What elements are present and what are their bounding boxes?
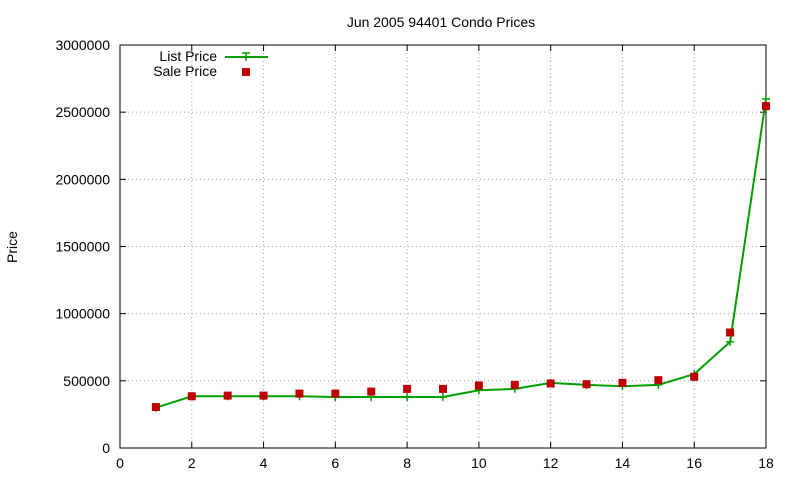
legend-marker-list-price <box>242 52 250 61</box>
y-tick-label: 500000 <box>63 373 110 389</box>
legend-marker-sale-price <box>242 68 250 76</box>
sale-price-point <box>618 378 627 387</box>
series-layer <box>151 94 770 412</box>
list-price-point <box>762 94 770 103</box>
x-tick-label: 4 <box>260 455 268 471</box>
sale-price-point <box>439 384 447 393</box>
sale-price-point <box>403 384 412 393</box>
sale-price-point <box>510 380 519 389</box>
x-tick-label: 0 <box>116 455 124 471</box>
sale-price-point <box>259 391 268 400</box>
sale-price-point <box>654 376 663 385</box>
y-tick-label: 2500000 <box>55 104 110 120</box>
sale-price-point <box>546 379 555 388</box>
axes: 0 2 4 6 8 10 12 14 16 18 0 500000 1000000 1500000 2000… <box>55 37 774 471</box>
y-tick-label: 1000000 <box>55 306 110 322</box>
x-tick-label: 18 <box>758 455 774 471</box>
x-tick-label: 10 <box>471 455 487 471</box>
chart-title: Jun 2005 94401 Condo Prices <box>347 14 535 30</box>
list-price-point <box>403 392 412 401</box>
sale-price-point <box>187 392 196 401</box>
sale-price-point <box>331 389 340 398</box>
legend-label-sale-price: Sale Price <box>153 63 217 79</box>
list-price-point <box>726 337 735 346</box>
sale-price-point <box>582 380 591 389</box>
sale-price-point <box>726 328 735 337</box>
legend-label-list-price: List Price <box>159 48 217 64</box>
sale-price-point <box>295 389 304 398</box>
sale-price-point <box>367 387 376 396</box>
x-tick-label: 12 <box>543 455 559 471</box>
sale-price-point <box>474 381 483 390</box>
y-tick-label: 2000000 <box>55 171 110 187</box>
y-tick-label: 3000000 <box>55 37 110 53</box>
x-tick-label: 16 <box>686 455 702 471</box>
sale-price-point <box>151 403 160 412</box>
sale-price-point <box>690 372 699 381</box>
sale-price-point <box>762 102 770 111</box>
x-tick-label: 8 <box>403 455 411 471</box>
x-tick-label: 2 <box>188 455 196 471</box>
y-tick-label: 1500000 <box>55 239 110 255</box>
x-tick-label: 6 <box>331 455 339 471</box>
y-tick-label: 0 <box>102 440 110 456</box>
list-price-point <box>439 392 447 401</box>
y-axis-label: Price <box>4 231 20 263</box>
sale-price-point <box>223 391 232 400</box>
x-tick-label: 14 <box>615 455 631 471</box>
series-line-list-price <box>155 98 767 409</box>
